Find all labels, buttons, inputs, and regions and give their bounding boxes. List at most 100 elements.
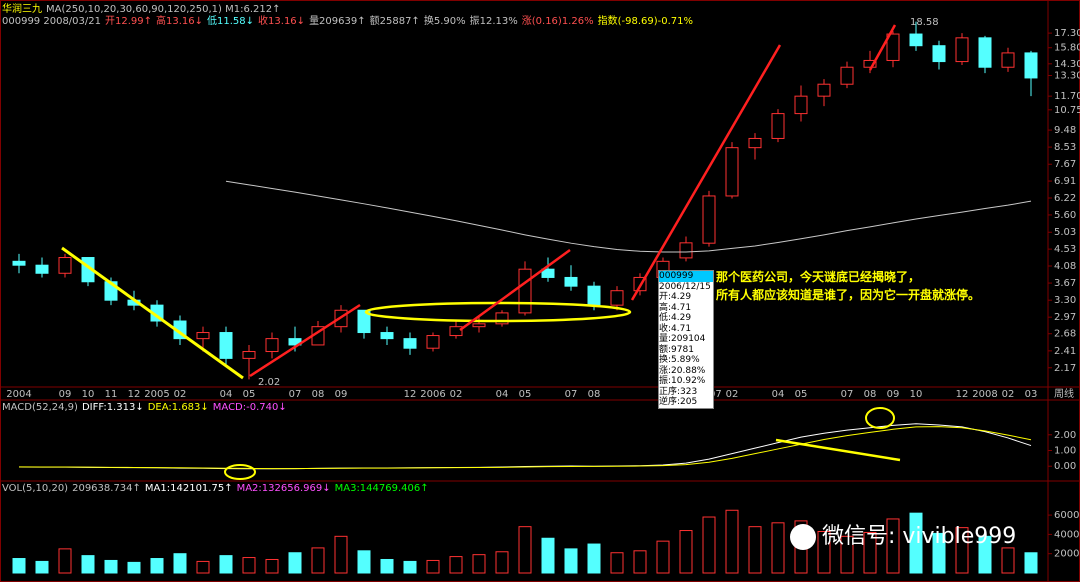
- candle-body: [196, 332, 210, 340]
- header-item: 华润三九: [2, 4, 42, 15]
- volume-bar: [219, 555, 233, 574]
- tooltip-line: 收:4.71: [659, 323, 692, 334]
- volume-bar: [104, 559, 118, 574]
- tooltip-line: 额:9781: [659, 344, 694, 355]
- low-label: 2.02: [258, 377, 280, 388]
- volume-bar: [288, 552, 302, 574]
- candle-body: [978, 37, 992, 68]
- candle-body: [932, 45, 946, 63]
- y-tick-label: 2.00: [1054, 430, 1076, 441]
- x-tick-label: 03: [1025, 389, 1038, 400]
- y-tick-label: 8.53: [1054, 142, 1076, 153]
- x-tick-label: 05: [243, 389, 256, 400]
- x-tick-label: 05: [519, 389, 532, 400]
- x-tick-label: 08: [312, 389, 325, 400]
- y-tick-label: 15.80: [1054, 43, 1080, 54]
- y-tick-label: 1.00: [1054, 446, 1076, 457]
- header-item: 指数(-98.69)-0.71%: [597, 16, 694, 27]
- tooltip-line: 2006/12/15: [659, 281, 711, 292]
- tooltip-line: 量:209104: [659, 334, 706, 344]
- header-item: 涨(0.16)1.26%: [521, 16, 594, 27]
- candle-body: [886, 33, 900, 61]
- candle-body: [357, 309, 371, 334]
- header-item: 振12.13%: [469, 16, 518, 27]
- volume-bar: [932, 532, 946, 574]
- macd-item: MACD:-0.740↓: [212, 402, 287, 413]
- tooltip-line: 涨:20.88%: [659, 365, 706, 376]
- x-tick-label: 02: [726, 389, 739, 400]
- macd-item: DIFF:1.313↓: [81, 402, 144, 413]
- vol-item: 209638.734↑: [72, 483, 141, 494]
- x-tick-label: 07: [565, 389, 578, 400]
- y-tick-label: 10.75: [1054, 105, 1080, 116]
- candle-body: [541, 268, 555, 278]
- volume-bar: [863, 531, 877, 574]
- candle-body: [518, 268, 532, 314]
- volume-bar: [1024, 552, 1038, 574]
- candle-body: [564, 276, 578, 287]
- header-item: 高13.16↓: [156, 16, 204, 27]
- x-tick-label: 08: [864, 389, 877, 400]
- x-tick-label: 09: [59, 389, 72, 400]
- candle-body: [1024, 52, 1038, 79]
- high-label: 18.58: [910, 17, 939, 28]
- tooltip-line: 换:5.89%: [659, 355, 700, 365]
- volume-bar: [127, 561, 141, 574]
- annotation: 那个医药公司，今天谜底已经揭晓了， 所有人都应该知道是谁了，因为它一开盘就涨停。: [716, 268, 980, 304]
- volume-bar: [495, 551, 509, 574]
- y-tick-label: 13.30: [1054, 70, 1080, 81]
- candle-body: [1001, 52, 1015, 68]
- y-tick-label: 5.60: [1054, 210, 1076, 221]
- header-item: 额25887↑: [369, 16, 420, 27]
- volume-bar: [472, 554, 486, 574]
- volume-bar: [35, 560, 49, 574]
- volume-bar: [886, 518, 900, 574]
- volume-bar: [58, 548, 72, 574]
- candle-body: [955, 37, 969, 63]
- volume-bar: [725, 509, 739, 574]
- candle-body: [840, 66, 854, 85]
- candle-body: [35, 264, 49, 274]
- x-tick-label: 02: [174, 389, 187, 400]
- y-tick-label: 2.68: [1054, 329, 1076, 340]
- candle-body: [380, 332, 394, 340]
- period-label: 周线: [1054, 387, 1074, 400]
- y-tick-label: 5.03: [1054, 227, 1076, 238]
- vol-item: VOL(5,10,20): [2, 483, 69, 494]
- vol-label: VOL(5,10,20) 209638.734↑ MA1:142101.75↑ MA2…: [2, 483, 433, 494]
- candle-body: [863, 59, 877, 68]
- x-tick-label: 2008: [972, 389, 997, 400]
- wechat-icon: [790, 524, 816, 550]
- candle-body: [909, 33, 923, 47]
- volume-bar: [242, 557, 256, 574]
- header-item: 换5.90%: [423, 16, 466, 27]
- candle-body: [426, 335, 440, 349]
- candle-body: [403, 338, 417, 349]
- x-tick-label: 2006: [420, 389, 445, 400]
- y-tick-label: 3.30: [1054, 295, 1076, 306]
- volume-bar: [748, 526, 762, 574]
- vol-item: MA1:142101.75↑: [144, 483, 233, 494]
- volume-bar: [679, 530, 693, 574]
- header-item: MA(250,10,20,30,60,90,120,250,1) M1:6.21…: [46, 4, 281, 15]
- tooltip-line: 000999: [659, 271, 713, 282]
- header-line: 000999 2008/03/21 开12.99↑ 高13.16↓ 低11.58↓ 收1…: [2, 12, 697, 27]
- volume-bar: [196, 560, 210, 574]
- line: [225, 180, 1032, 253]
- volume-bar: [81, 555, 95, 574]
- x-tick-label: 12: [404, 389, 417, 400]
- volume-bar: [633, 550, 647, 574]
- candle-body: [472, 323, 486, 328]
- volume-bar: [978, 535, 992, 574]
- volume-bar: [265, 558, 279, 574]
- annotation-line: 所有人都应该知道是谁了，因为它一开盘就涨停。: [716, 288, 981, 302]
- volume-bar: [334, 535, 348, 574]
- x-tick-label: 04: [772, 389, 785, 400]
- watermark: 微信号: vivible999: [790, 518, 1016, 550]
- header-item: 收13.16↓: [258, 16, 306, 27]
- x-tick-label: 05: [795, 389, 808, 400]
- volume-bar: [1001, 547, 1015, 574]
- volume-bar: [150, 558, 164, 574]
- line: [18, 423, 1032, 470]
- y-tick-label: 2.97: [1054, 312, 1076, 323]
